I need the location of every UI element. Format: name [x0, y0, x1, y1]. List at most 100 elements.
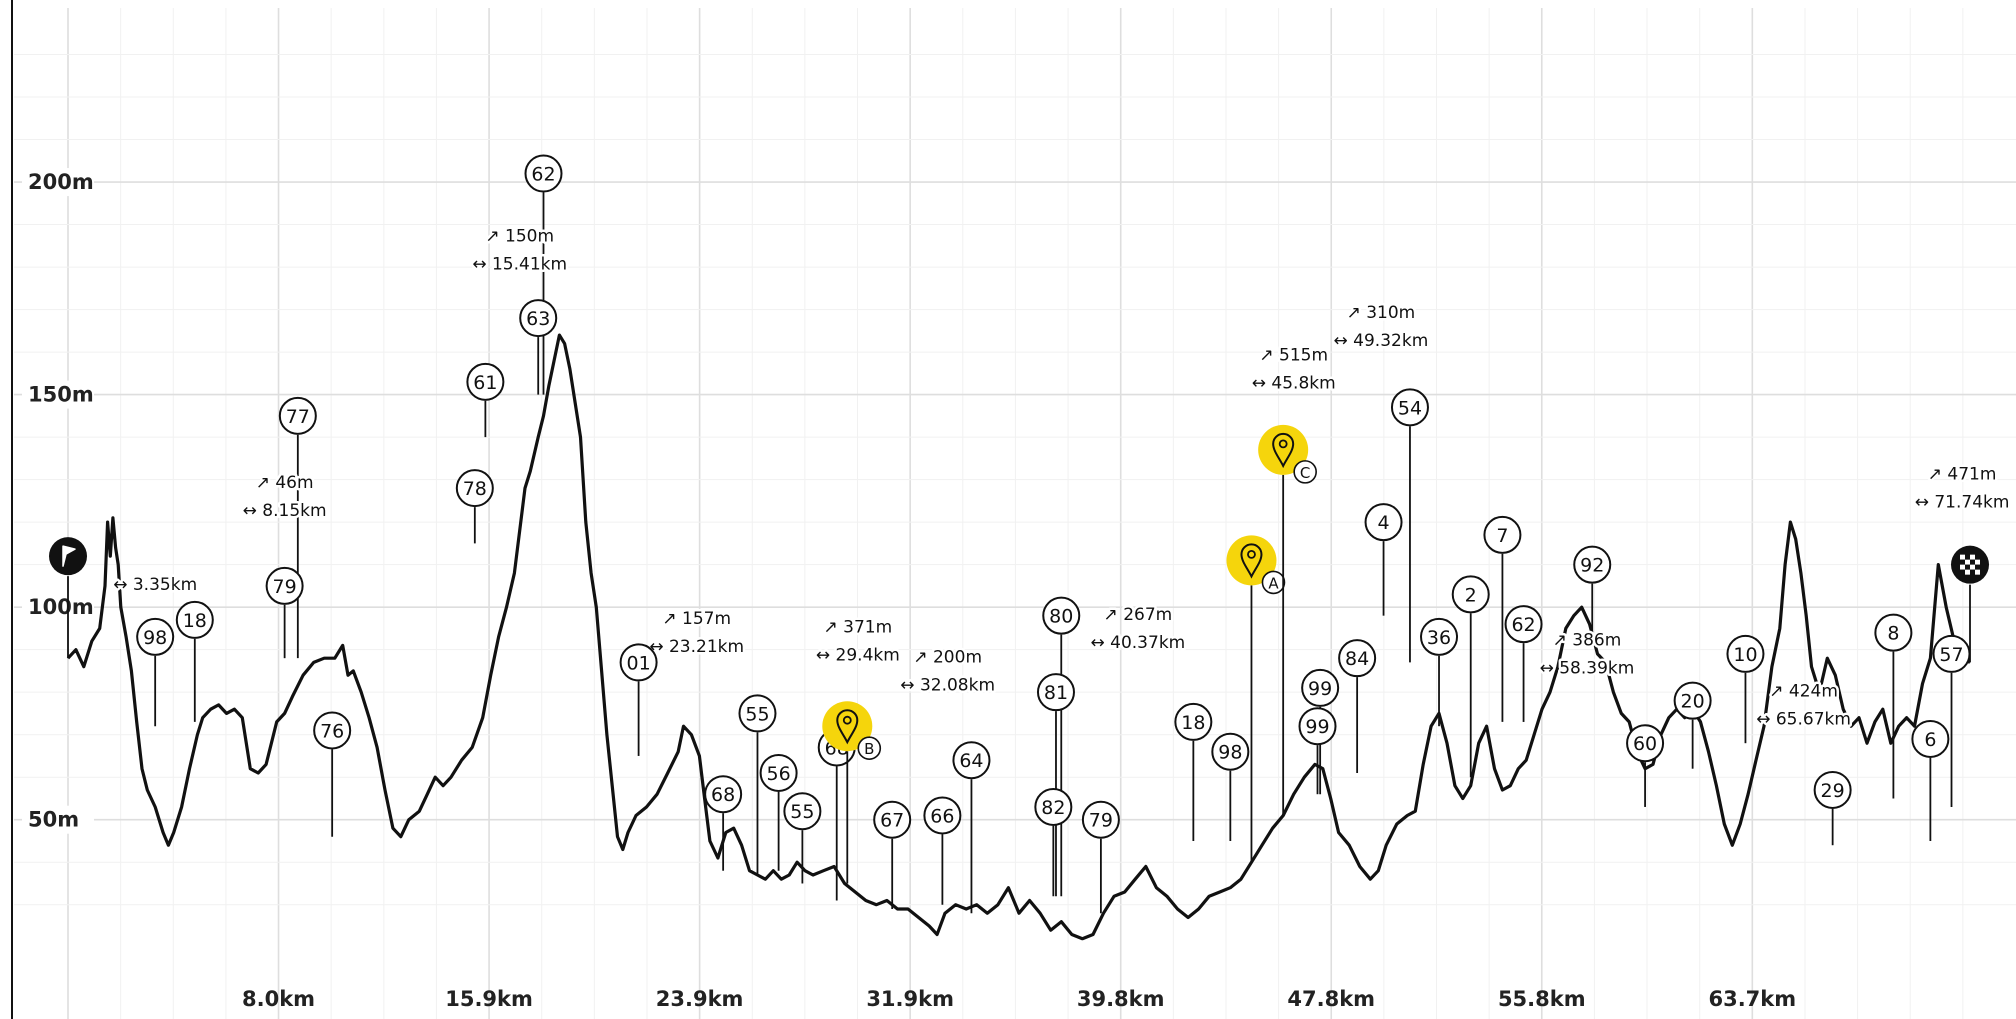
y-tick-bg: [22, 380, 94, 409]
marker-circle: [619, 643, 658, 682]
ascent-label: ↗ 46m: [256, 473, 314, 493]
distance-marker[interactable]: 99: [1301, 668, 1340, 707]
distance-marker[interactable]: 81: [1036, 673, 1075, 712]
marker-circle: [1174, 702, 1213, 741]
distance-marker[interactable]: 18: [175, 600, 214, 639]
marker-circle: [704, 775, 743, 814]
distance-label: ↔ 49.32km: [1334, 331, 1429, 351]
ascent-label: ↗ 371m: [824, 618, 893, 638]
marker-circle: [923, 796, 962, 835]
distance-marker[interactable]: 57: [1932, 634, 1971, 673]
map-pin-icon: [1272, 432, 1295, 469]
distance-marker[interactable]: 82: [1034, 787, 1073, 826]
x-axis-ticks: 8.0km 15.9km 23.9km 31.9km 39.8km 47.8km 55.8k…: [242, 987, 1796, 1011]
marker-label: 6: [1924, 729, 1936, 751]
marker-circle: [1420, 617, 1459, 656]
marker-label: 82: [1041, 797, 1065, 819]
marker-label: 63: [526, 308, 550, 330]
ascent-label: ↗ 515m: [1259, 346, 1328, 366]
distance-marker[interactable]: 78: [455, 469, 494, 508]
distance-marker[interactable]: 55: [783, 792, 822, 831]
marker-circle: [1573, 545, 1612, 584]
marker-circle: [1813, 770, 1852, 809]
marker-circle: [1911, 719, 1950, 758]
distance-marker[interactable]: 62: [524, 154, 563, 193]
distance-marker[interactable]: 7: [1483, 515, 1522, 554]
marker-label: 99: [1305, 716, 1329, 738]
distance-label: ↔ 71.74km: [1915, 493, 2010, 513]
distance-marker[interactable]: 01: [619, 643, 658, 682]
distance-marker[interactable]: 60: [1626, 724, 1665, 763]
distance-marker[interactable]: 99: [1298, 707, 1337, 746]
y-tick-bg: [22, 168, 94, 197]
marker-label: 56: [767, 763, 791, 785]
distance-marker[interactable]: 67: [873, 800, 912, 839]
marker-label: 77: [286, 406, 310, 428]
distance-marker[interactable]: 77: [278, 396, 317, 435]
waypoint-C[interactable]: C: [1258, 424, 1317, 484]
distance-marker[interactable]: 63: [519, 299, 558, 338]
distance-marker[interactable]: 36: [1420, 617, 1459, 656]
ascent-label: ↗ 424m: [1769, 681, 1838, 701]
y-tick-label: 50m: [28, 808, 79, 832]
distance-label: ↔ 45.8km: [1252, 374, 1336, 394]
distance-label: ↔ 8.15km: [243, 501, 327, 521]
marker-label: 4: [1378, 512, 1390, 534]
waypoint-A[interactable]: A: [1226, 535, 1286, 595]
distance-marker[interactable]: 6: [1911, 719, 1950, 758]
distance-marker[interactable]: 79: [265, 566, 304, 605]
marker-circle: [1726, 634, 1765, 673]
marker-circle: [1874, 613, 1913, 652]
distance-marker[interactable]: 54: [1390, 388, 1429, 427]
distance-marker[interactable]: 61: [466, 362, 505, 401]
distance-marker[interactable]: 68: [704, 775, 743, 814]
x-tick-label: 8.0km: [242, 987, 315, 1011]
distance-marker[interactable]: 66: [923, 796, 962, 835]
marker-circle: [1211, 732, 1250, 771]
distance-marker[interactable]: 92: [1573, 545, 1612, 584]
distance-label: ↔ 58.39km: [1540, 658, 1635, 678]
marker-label: 18: [183, 610, 207, 632]
distance-marker[interactable]: 76: [313, 711, 352, 750]
marker-circle: [738, 694, 777, 733]
waypoint-circle: [822, 701, 873, 752]
distance-marker[interactable]: 84: [1338, 639, 1377, 678]
marker-circle: [1081, 800, 1120, 839]
marker-label: 84: [1345, 648, 1369, 670]
marker-circle: [1504, 605, 1543, 644]
distance-marker[interactable]: 29: [1813, 770, 1852, 809]
distance-marker[interactable]: 18: [1174, 702, 1213, 741]
waypoint-badge: [1261, 570, 1286, 595]
start-marker[interactable]: [49, 537, 87, 576]
distance-marker[interactable]: 8: [1874, 613, 1913, 652]
ascent-label: ↗ 386m: [1553, 630, 1622, 650]
distance-marker[interactable]: 79: [1081, 800, 1120, 839]
distance-marker[interactable]: 56: [759, 753, 798, 792]
marker-label: 61: [473, 372, 497, 394]
distance-marker[interactable]: 62: [1504, 605, 1543, 644]
distance-marker[interactable]: 55: [738, 694, 777, 733]
distance-marker[interactable]: 98: [136, 617, 175, 656]
ascent-label: ↗ 471m: [1928, 465, 1997, 485]
distance-marker[interactable]: 80: [1042, 596, 1081, 635]
marker-circle: [524, 154, 563, 193]
pin-dot: [842, 715, 852, 725]
distance-label: ↔ 23.21km: [649, 637, 744, 657]
marker-label: 66: [930, 805, 954, 827]
distance-marker[interactable]: 98: [1211, 732, 1250, 771]
distance-marker[interactable]: 4: [1364, 503, 1403, 542]
distance-marker[interactable]: 64: [952, 741, 991, 780]
ascent-label: ↗ 200m: [913, 647, 982, 667]
finish-marker[interactable]: [1951, 545, 1989, 584]
marker-label: 8: [1887, 623, 1899, 645]
waypoint-B[interactable]: B: [822, 701, 882, 760]
distance-marker[interactable]: 10: [1726, 634, 1765, 673]
distance-marker[interactable]: 2: [1451, 575, 1490, 614]
x-tick-label: 47.8km: [1287, 987, 1375, 1011]
distance-marker[interactable]: 20: [1673, 681, 1712, 720]
marker-circle: [466, 362, 505, 401]
marker-label: 55: [790, 801, 814, 823]
marker-label: 10: [1733, 644, 1757, 666]
marker-label: 60: [1633, 733, 1657, 755]
x-tick-label: 23.9km: [656, 987, 744, 1011]
